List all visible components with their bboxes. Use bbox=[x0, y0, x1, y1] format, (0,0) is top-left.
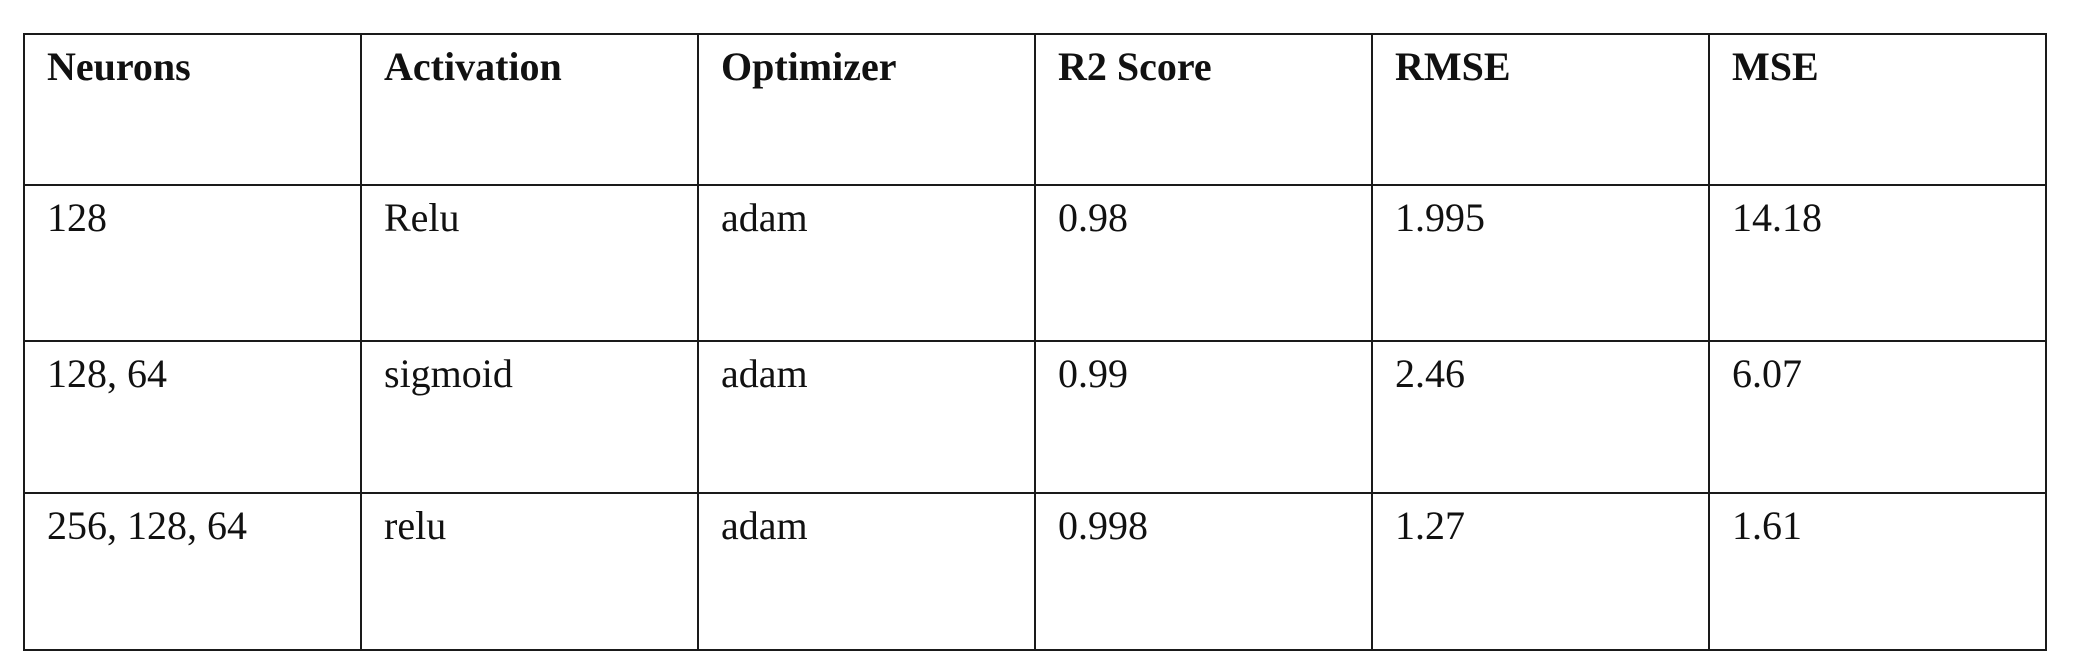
header-neurons: Neurons bbox=[23, 33, 362, 186]
header-mse: MSE bbox=[1708, 33, 2047, 186]
header-rmse: RMSE bbox=[1371, 33, 1710, 186]
cell-optimizer: adam bbox=[697, 492, 1036, 651]
cell-activation: relu bbox=[360, 492, 699, 651]
table-row: 128 Relu adam 0.98 1.995 14.18 bbox=[23, 184, 2047, 342]
cell-neurons: 128 bbox=[23, 184, 362, 342]
cell-neurons: 128, 64 bbox=[23, 340, 362, 494]
header-optimizer: Optimizer bbox=[697, 33, 1036, 186]
cell-r2-score: 0.98 bbox=[1034, 184, 1373, 342]
cell-activation: Relu bbox=[360, 184, 699, 342]
results-table: Neurons Activation Optimizer R2 Score RM… bbox=[23, 33, 2047, 651]
cell-r2-score: 0.998 bbox=[1034, 492, 1373, 651]
header-activation: Activation bbox=[360, 33, 699, 186]
header-row: Neurons Activation Optimizer R2 Score RM… bbox=[23, 33, 2047, 186]
cell-rmse: 1.995 bbox=[1371, 184, 1710, 342]
cell-mse: 14.18 bbox=[1708, 184, 2047, 342]
cell-mse: 6.07 bbox=[1708, 340, 2047, 494]
cell-activation: sigmoid bbox=[360, 340, 699, 494]
table-row: 128, 64 sigmoid adam 0.99 2.46 6.07 bbox=[23, 340, 2047, 494]
cell-rmse: 1.27 bbox=[1371, 492, 1710, 651]
cell-r2-score: 0.99 bbox=[1034, 340, 1373, 494]
header-r2-score: R2 Score bbox=[1034, 33, 1373, 186]
cell-mse: 1.61 bbox=[1708, 492, 2047, 651]
cell-optimizer: adam bbox=[697, 184, 1036, 342]
table-row: 256, 128, 64 relu adam 0.998 1.27 1.61 bbox=[23, 492, 2047, 651]
cell-rmse: 2.46 bbox=[1371, 340, 1710, 494]
cell-neurons: 256, 128, 64 bbox=[23, 492, 362, 651]
cell-optimizer: adam bbox=[697, 340, 1036, 494]
